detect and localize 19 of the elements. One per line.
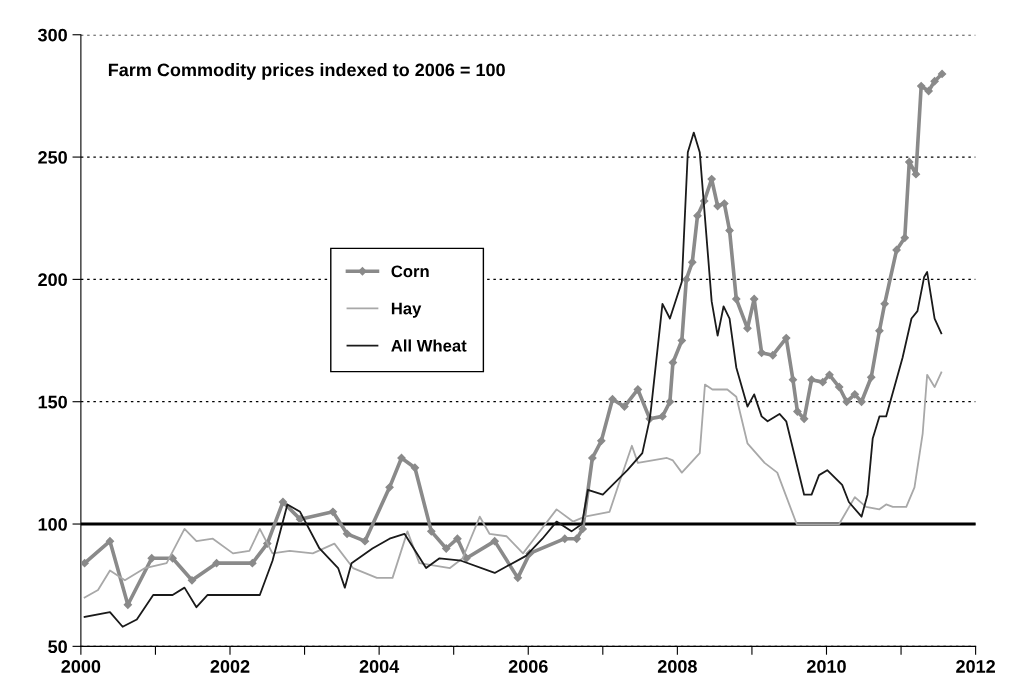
x-tick-label: 2008 [657,660,697,673]
x-tick-label: 2006 [508,660,548,673]
legend-label: Corn [391,265,429,278]
line-series [83,131,943,628]
x-tick-label: 2010 [807,660,846,673]
y-tick-label: 100 [38,517,67,531]
x-tick-label: 2004 [359,660,400,673]
legend-label: All Wheat [391,339,467,352]
legend-label: Hay [391,302,422,318]
line-series [83,371,943,599]
y-tick-label: 150 [38,395,67,409]
x-tick-label: 2002 [210,660,250,673]
y-tick-label: 300 [37,28,67,42]
y-tick-label: 250 [38,151,67,164]
y-tick-label: 200 [38,273,67,287]
text: Farm Commodity prices indexed to 2006 = 100 [108,63,505,80]
x-tick-label: 2012 [956,660,995,673]
x-tick-label: 2000 [61,660,101,673]
y-tick-label: 50 [48,640,67,654]
